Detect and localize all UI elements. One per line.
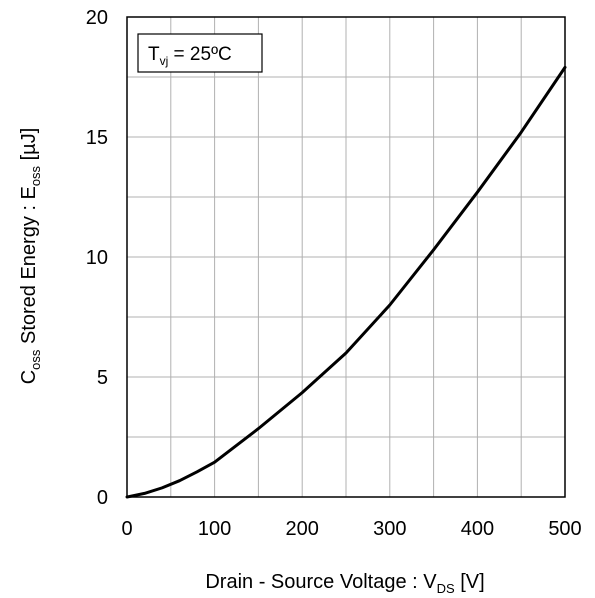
x-tick-labels: 0 100 200 300 400 500 [121,518,581,540]
x-tick-label: 100 [198,518,231,540]
y-tick-labels: 0 5 10 15 20 [86,7,108,509]
y-tick-label: 5 [97,367,108,389]
x-tick-label: 400 [461,518,494,540]
x-tick-label: 200 [286,518,319,540]
y-tick-label: 0 [97,487,108,509]
y-tick-label: 15 [86,127,108,149]
series-line-eoss [125,65,567,499]
annotation-box: Tvj = 25ºC [137,33,263,73]
series-layer [125,65,567,499]
x-tick-label: 300 [373,518,406,540]
y-tick-label: 20 [86,7,108,29]
annotation-text: Tvj = 25ºC [148,44,232,68]
grid [127,17,565,497]
y-axis-title: Coss Stored Energy : Eoss [µJ] [18,128,43,385]
x-tick-label: 500 [548,518,581,540]
x-tick-label: 0 [121,518,132,540]
plot-frame [126,16,566,498]
y-tick-label: 10 [86,247,108,269]
x-axis-title: Drain - Source Voltage : VDS [V] [205,571,484,596]
